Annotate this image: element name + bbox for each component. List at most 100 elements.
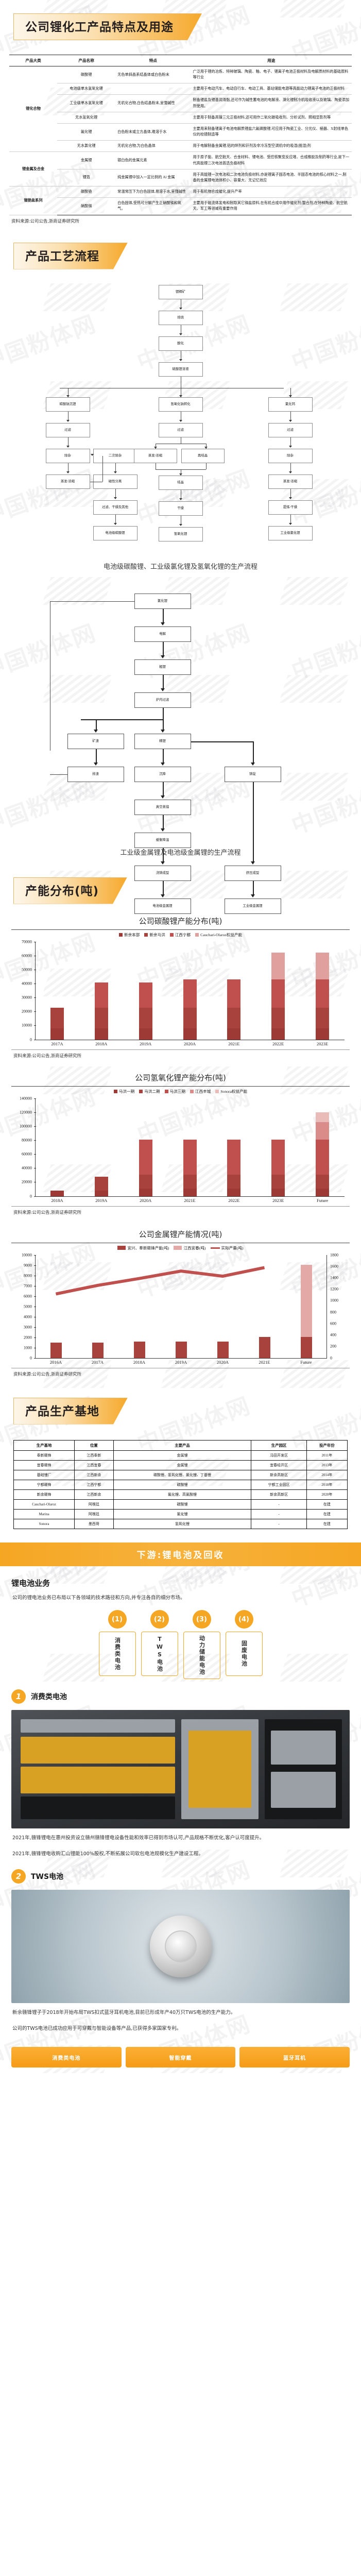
bar-cell — [212, 1098, 256, 1196]
y-tick-label: 100000 — [20, 1124, 32, 1129]
bar-group — [35, 1098, 345, 1196]
bottom-chip[interactable]: 消费类电池 — [11, 2047, 122, 2068]
flow-arrow — [113, 522, 117, 525]
bar-segment — [316, 979, 330, 1008]
y-axis-line-right — [326, 1255, 327, 1358]
y-tick-label: 1400 — [330, 1275, 338, 1280]
cell-feature: 白色固体,受热可分解产生正硝酸铷和氧气。 — [115, 197, 191, 215]
cell-feature — [115, 83, 191, 95]
legend-label: 江西丰城 — [195, 1089, 211, 1094]
y-tick-label: 800 — [330, 1310, 336, 1315]
flow-node: 蒸发/浓缩 — [133, 448, 177, 463]
chart-hydroxide-capacity: 公司氢氧化锂产能分布(吨) 马洪一期 马洪二期 马洪三期 江西丰城 Sonora权益产能… — [0, 1072, 361, 1215]
flow-arrow — [288, 497, 292, 499]
flow-arrow — [250, 762, 255, 766]
table-cell: 碳酸锂、氢氧化锂、氯化锂、丁基锂 — [113, 1469, 252, 1480]
bar-cell — [35, 1098, 79, 1196]
legend-swatch — [215, 1089, 219, 1093]
cell-feature: 银白色的金属元素 — [115, 151, 191, 170]
bar-cell — [202, 1255, 244, 1358]
cell-category: 锂金属及合金 — [9, 151, 58, 187]
table-cell: 碳酸锂 — [113, 1499, 252, 1510]
bar-cell — [124, 942, 168, 1040]
x-axis-line — [35, 1358, 327, 1359]
bottom-chip[interactable]: 蓝牙耳机 — [239, 2047, 350, 2068]
bar-segment — [50, 1342, 62, 1358]
chart-source: 资料来源:公司公告,浙商证券研究所 — [13, 1371, 81, 1377]
legend-item: 新余马洪 — [144, 932, 165, 938]
x-tick-label: 2018A — [95, 1041, 108, 1046]
battery-category-pill[interactable]: (2) TWS电池 — [141, 1610, 178, 1679]
stacked-bar — [94, 1177, 108, 1196]
bar-segment — [316, 1122, 330, 1140]
legend-label: 江西宜春(吨) — [183, 1245, 206, 1250]
bar-segment — [316, 1007, 330, 1029]
y-tick-label: 60000 — [22, 953, 32, 958]
flow-arrow — [66, 395, 70, 397]
y-tick-label: 140000 — [20, 1096, 32, 1100]
table-cell: 2018年 — [306, 1479, 348, 1490]
flow-arrow — [179, 359, 182, 361]
flow-node: 除杂 — [45, 448, 90, 463]
chart-x-axis-labels: 2017A 2018A 2019A 2020A 2021E 2022E 2023E — [35, 1040, 345, 1046]
bottom-chip[interactable]: 智能穿戴 — [125, 2047, 236, 2068]
cell-feature — [115, 112, 191, 124]
bar-segment — [316, 1189, 330, 1196]
cell-feature: 无机化合物,为白色晶体 — [115, 140, 191, 152]
stacked-bar — [139, 1140, 152, 1196]
cell-feature: 无机化合物,白色结晶粉末,呈强碱性 — [115, 94, 191, 112]
pill-label: 固废电池 — [225, 1632, 263, 1676]
cell-use: 主要用来制备锂离子电池电解质锂盐六氟磷酸锂,可应用于陶瓷工业、分光仪、棱器、X射… — [191, 123, 352, 141]
bar-segment — [139, 1175, 152, 1189]
page-root: 公司锂化工产品特点及用途 产品大类 产品名称 特点 用途 锂化合物 碳酸锂 无色单斜… — [0, 0, 361, 2068]
flow-connector — [162, 815, 164, 828]
x-tick-label: 2018A — [51, 1197, 63, 1203]
product-table: 产品大类 产品名称 特点 用途 锂化合物 碳酸锂 无色单斜晶系结晶体或白色粉末 广泛用… — [9, 55, 352, 215]
battery-category-pill[interactable]: (4) 固废电池 — [225, 1610, 263, 1679]
section-number-badge: 2 — [11, 1869, 26, 1884]
flow-connector — [95, 749, 97, 762]
section-title: 消费类电池 — [31, 1693, 67, 1702]
cell-use: 用于原子能、航空航天、合金材料、锂电池、受控核聚变反应堆、合成橡胶及制药等行业,… — [191, 151, 352, 170]
flow-arrow — [66, 445, 70, 448]
flowchart-2-caption: 工业级金属锂及电池级金属锂的生产流程 — [120, 849, 241, 857]
cell-name: 工业级单水氢氧化锂 — [57, 94, 116, 112]
y-tick-label: 70000 — [22, 939, 32, 944]
battery-category-pill[interactable]: (3) 动力储能电池 — [183, 1610, 220, 1680]
table-cell: 江西宁都 — [74, 1479, 114, 1490]
flow-connector — [49, 601, 134, 602]
chart-title: 公司氢氧化锂产能分布(吨) — [135, 1073, 226, 1082]
x-tick-label: 2020A — [183, 1041, 196, 1046]
cell-name: 碳酸铯 — [57, 186, 116, 198]
bar-segment — [94, 1028, 108, 1040]
x-tick-label: 2023E — [272, 1197, 284, 1203]
flow-connector — [252, 880, 254, 894]
y-axis-labels: 0 20000 40000 60000 80000 100000 120000 140000 — [11, 1096, 34, 1198]
bar-segment — [139, 1189, 152, 1196]
table-row: 电池级单水氢氧化锂 主要用于电动汽车、电动自行车、电动工具、基站储能电源等高能动力… — [9, 83, 352, 95]
tws-coin-cell-inner — [164, 1930, 197, 1963]
table-cell: - — [251, 1509, 307, 1519]
x-tick-label: 2017A — [51, 1041, 63, 1046]
stacked-bar — [227, 979, 241, 1040]
section-banner-bases: 产品生产基地 — [0, 1377, 361, 1428]
legend-swatch — [169, 933, 174, 937]
chart-title: 公司金属锂产能情况(吨) — [139, 1229, 222, 1239]
cell-use: 广泛用于锂的冶炼、特种玻璃、陶瓷、釉、电子、锂离子电池正极材料及电解质材料的基础… — [191, 66, 352, 84]
battery-category-pill[interactable]: (1) 消费类电池 — [98, 1610, 136, 1679]
table-cell: 2014年 — [306, 1469, 348, 1480]
chart-source: 资料来源:公司公告,浙商证券研究所 — [13, 1209, 81, 1215]
subsection-consumer-battery: 1 消费类电池 — [11, 1689, 361, 1704]
banner-label: 公司锂化工产品特点及用途 — [13, 13, 202, 40]
table-cell: 阿根廷 — [74, 1509, 114, 1519]
flow-node: 沉降 — [134, 766, 191, 782]
flowchart-lithium-compounds: 锂精矿 焙烧 酸化 硫酸锂溶液 碳酸钠沉锂 过滤 除杂 蒸发/浓缩 二次除杂 磁性分离 过滤、干燥及… — [11, 278, 351, 556]
bar-segment — [316, 1175, 330, 1189]
legend-swatch — [195, 933, 199, 937]
bar-cell — [256, 1098, 300, 1196]
battery-category-pills: (1) 消费类电池 (2) TWS电池 (3) 动力储能电池 (4) 固废电池 — [0, 1610, 361, 1680]
flow-connector — [115, 463, 116, 471]
table-row: 锂箔 纯金属锂中加入一定比例的 Al 金属 用于高能锂一次电池和二次电池负极材料,亦… — [9, 169, 352, 187]
stacked-bar — [271, 953, 285, 1040]
legend-label: 马洪二期 — [144, 1089, 160, 1094]
